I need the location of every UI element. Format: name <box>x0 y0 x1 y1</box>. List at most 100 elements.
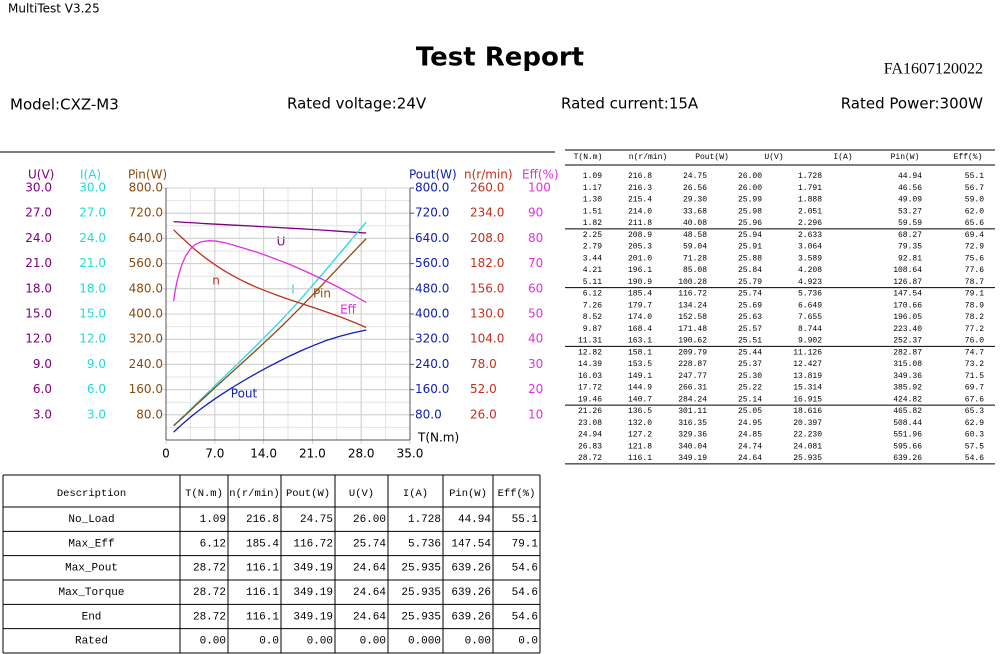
table-cell: 340.04 <box>678 442 707 451</box>
table-cell: 44.94 <box>898 172 922 181</box>
table-cell: 639.26 <box>451 587 491 599</box>
table-cell: 18.616 <box>793 407 822 416</box>
y-tick-label: 60 <box>528 281 543 295</box>
table-cell: Max_Pout <box>65 563 118 575</box>
table-cell: 108.64 <box>893 266 922 275</box>
y-tick-label: 40 <box>528 332 543 346</box>
table-cell: 116.1 <box>246 587 279 599</box>
table-cell: 19.46 <box>578 395 602 404</box>
y-tick-label: 21.0 <box>25 256 52 270</box>
table-cell: 28.72 <box>193 611 226 623</box>
y-tick-label: 9.0 <box>87 357 106 371</box>
x-tick-label: 35.0 <box>397 447 424 461</box>
table-cell: 53.27 <box>898 207 922 216</box>
table-cell: 215.4 <box>628 196 652 205</box>
table-cell: 163.1 <box>628 337 652 346</box>
table-cell: 147.54 <box>451 538 491 550</box>
table-cell: 4.923 <box>798 278 822 287</box>
table-cell: 116.72 <box>293 538 333 550</box>
y-tick-label: 800.0 <box>129 181 163 195</box>
table-cell: 152.58 <box>678 313 707 322</box>
table-cell: 25.935 <box>401 563 441 575</box>
y-tick-label: 560.0 <box>129 256 163 270</box>
table-cell: 33.68 <box>683 207 707 216</box>
y-tick-label: 208.0 <box>470 231 504 245</box>
table-cell: 25.79 <box>738 278 762 287</box>
table-cell: 2.25 <box>583 231 602 240</box>
axis-title: n(r/min) <box>464 168 513 182</box>
table-cell: 140.7 <box>628 395 652 404</box>
axis-title: I(A) <box>80 168 101 182</box>
curve-label: Eff <box>340 303 357 317</box>
table-cell: 25.96 <box>738 219 762 228</box>
table-cell: 67.6 <box>965 395 984 404</box>
table-cell: 0.00 <box>307 636 333 648</box>
table-cell: 44.94 <box>458 514 491 526</box>
y-tick-label: 104.0 <box>470 332 504 346</box>
table-cell: 26.00 <box>738 184 762 193</box>
table-cell: 144.9 <box>628 384 652 393</box>
table-cell: No_Load <box>68 514 114 526</box>
table-cell: 216.8 <box>246 514 279 526</box>
table-cell: 247.77 <box>678 372 707 381</box>
table-cell: 25.99 <box>738 196 762 205</box>
table-cell: 168.4 <box>628 325 652 334</box>
column-header: I(A) <box>833 153 852 162</box>
table-cell: 22.230 <box>793 431 822 440</box>
table-cell: 116.72 <box>678 290 707 299</box>
curve <box>173 221 367 426</box>
x-axis-label: T(N.m) <box>417 431 459 445</box>
y-tick-label: 18.0 <box>79 281 106 295</box>
table-cell: 424.82 <box>893 395 922 404</box>
table-cell: 6.649 <box>798 301 822 310</box>
y-tick-label: 720.0 <box>415 206 449 220</box>
table-cell: 49.09 <box>898 196 922 205</box>
table-cell: 23.08 <box>578 419 602 428</box>
table-cell: 79.35 <box>898 243 922 252</box>
table-cell: 62.0 <box>965 207 984 216</box>
column-header: Description <box>57 488 126 500</box>
curve <box>172 240 367 303</box>
rated-current: Rated current:15A <box>561 95 699 113</box>
table-cell: 25.74 <box>353 538 386 550</box>
y-tick-label: 240.0 <box>415 357 449 371</box>
table-cell: 65.6 <box>965 219 984 228</box>
axis-title: Pout(W) <box>409 168 457 182</box>
table-cell: 100.28 <box>678 278 707 287</box>
table-cell: 329.36 <box>678 431 707 440</box>
table-cell: 595.66 <box>893 442 922 451</box>
y-tick-label: 640.0 <box>129 231 163 245</box>
curve-label: I <box>291 283 295 297</box>
column-header: n(r/min) <box>229 488 279 500</box>
table-cell: 78.2 <box>965 313 984 322</box>
table-cell: 0.00 <box>360 636 386 648</box>
table-cell: 11.126 <box>793 348 822 357</box>
table-cell: 25.05 <box>738 407 762 416</box>
y-tick-label: 160.0 <box>415 382 449 396</box>
table-cell: 15.314 <box>793 384 822 393</box>
table-cell: 205.3 <box>628 243 652 252</box>
table-cell: 2.633 <box>798 231 822 240</box>
curve <box>173 329 367 433</box>
table-cell: 76.0 <box>965 337 984 346</box>
table-cell: 639.26 <box>451 611 491 623</box>
table-cell: 1.728 <box>408 514 441 526</box>
table-cell: 11.31 <box>578 337 602 346</box>
table-cell: 190.62 <box>678 337 707 346</box>
table-cell: 59.04 <box>683 243 707 252</box>
table-cell: 26.00 <box>353 514 386 526</box>
table-cell: 79.1 <box>512 538 539 550</box>
table-cell: 0.00 <box>200 636 226 648</box>
table-cell: 24.081 <box>793 442 822 451</box>
column-header: U(V) <box>349 488 374 500</box>
table-cell: 1.888 <box>798 196 822 205</box>
table-cell: 214.0 <box>628 207 652 216</box>
y-tick-label: 720.0 <box>129 206 163 220</box>
column-header: Pout(W) <box>695 153 729 162</box>
x-tick-label: 21.0 <box>299 447 326 461</box>
table-cell: 24.75 <box>683 172 707 181</box>
table-cell: 1.30 <box>583 196 602 205</box>
y-tick-label: 90 <box>528 206 543 220</box>
y-tick-label: 160.0 <box>129 382 163 396</box>
curve-label: Pin <box>313 287 331 301</box>
